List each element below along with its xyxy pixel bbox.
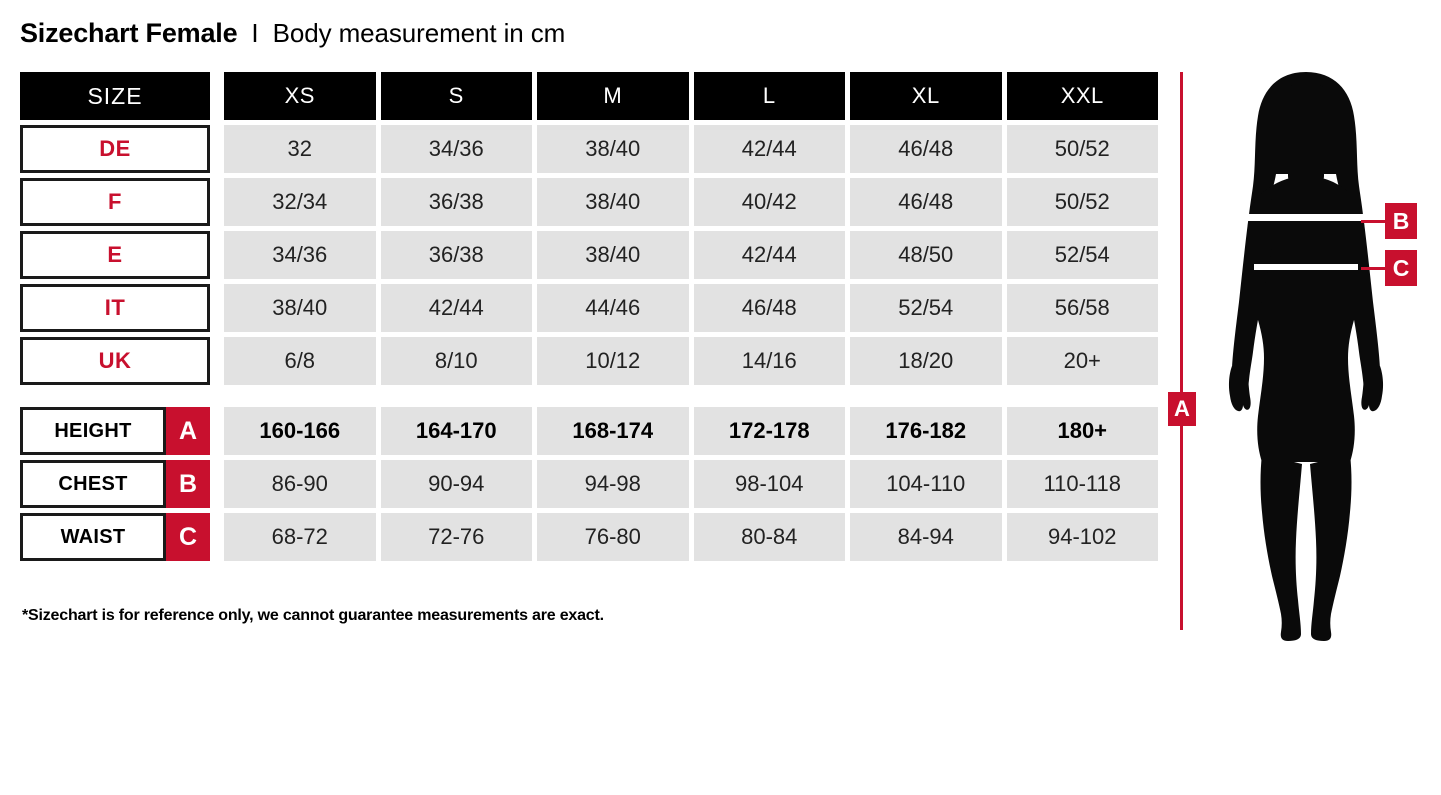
row-label-waist: WAIST C (20, 513, 210, 561)
cell-chest-xl: 104-110 (850, 460, 1002, 508)
cell-waist-l: 80-84 (693, 513, 845, 561)
cell-f-s: 36/38 (380, 178, 532, 226)
table-row: UK 6/8 8/10 10/12 14/16 18/20 20+ (20, 337, 1158, 385)
cell-height-l: 172-178 (693, 407, 845, 455)
table-row: CHEST B 86-90 90-94 94-98 98-104 104-110… (20, 460, 1158, 508)
table-row: E 34/36 36/38 38/40 42/44 48/50 52/54 (20, 231, 1158, 279)
cell-e-l: 42/44 (693, 231, 845, 279)
measure-name-height: HEIGHT (20, 407, 166, 455)
row-label-e: E (20, 231, 210, 279)
table-header-row: SIZE XS S M L XL XXL (20, 72, 1158, 120)
row-label-de: DE (20, 125, 210, 173)
body-figure-panel: A (1160, 60, 1441, 660)
row-label-height: HEIGHT A (20, 407, 210, 455)
row-label-uk: UK (20, 337, 210, 385)
table-row: WAIST C 68-72 72-76 76-80 80-84 84-94 94… (20, 513, 1158, 561)
cell-it-xl: 52/54 (850, 284, 1002, 332)
cell-de-l: 42/44 (693, 125, 845, 173)
cell-chest-l: 98-104 (693, 460, 845, 508)
header-size-xxl: XXL (1006, 72, 1158, 120)
cell-it-m: 44/46 (537, 284, 689, 332)
cell-f-l: 40/42 (693, 178, 845, 226)
waist-callout: C (1361, 250, 1417, 286)
cell-uk-s: 8/10 (380, 337, 532, 385)
cell-de-xs: 32 (224, 125, 376, 173)
cell-e-s: 36/38 (380, 231, 532, 279)
cell-f-xxl: 50/52 (1006, 178, 1158, 226)
page-title: Sizechart Female I Body measurement in c… (20, 18, 565, 49)
cell-uk-xs: 6/8 (224, 337, 376, 385)
header-size-s: S (380, 72, 532, 120)
cell-waist-m: 76-80 (537, 513, 689, 561)
chest-marker-badge: B (1385, 203, 1417, 239)
table-row: DE 32 34/36 38/40 42/44 46/48 50/52 (20, 125, 1158, 173)
cell-uk-xl: 18/20 (850, 337, 1002, 385)
cell-e-xl: 48/50 (850, 231, 1002, 279)
cell-height-xs: 160-166 (224, 407, 376, 455)
cell-height-xxl: 180+ (1006, 407, 1158, 455)
header-label-size: SIZE (20, 72, 210, 120)
disclaimer-text: *Sizechart is for reference only, we can… (22, 607, 604, 624)
header-size-l: L (693, 72, 845, 120)
measure-name-chest: CHEST (20, 460, 166, 508)
table-row: IT 38/40 42/44 44/46 46/48 52/54 56/58 (20, 284, 1158, 332)
row-label-it: IT (20, 284, 210, 332)
measure-badge-c: C (166, 513, 210, 561)
header-size-xl: XL (850, 72, 1002, 120)
cell-it-s: 42/44 (380, 284, 532, 332)
cell-uk-xxl: 20+ (1006, 337, 1158, 385)
table-row: HEIGHT A 160-166 164-170 168-174 172-178… (20, 407, 1158, 455)
cell-de-m: 38/40 (537, 125, 689, 173)
measure-name-waist: WAIST (20, 513, 166, 561)
table-row: F 32/34 36/38 38/40 40/42 46/48 50/52 (20, 178, 1158, 226)
waist-leader-line (1361, 266, 1385, 270)
cell-f-xs: 32/34 (224, 178, 376, 226)
cell-f-m: 38/40 (537, 178, 689, 226)
row-label-f: F (20, 178, 210, 226)
cell-it-xxl: 56/58 (1006, 284, 1158, 332)
page-title-main: Sizechart Female (20, 18, 238, 48)
cell-de-xl: 46/48 (850, 125, 1002, 173)
cell-e-m: 38/40 (537, 231, 689, 279)
height-marker-badge: A (1168, 392, 1196, 426)
cell-uk-l: 14/16 (693, 337, 845, 385)
header-size-xs: XS (224, 72, 376, 120)
cell-waist-xl: 84-94 (850, 513, 1002, 561)
cell-it-l: 46/48 (693, 284, 845, 332)
female-body-silhouette (1228, 72, 1384, 641)
chest-callout: B (1361, 203, 1417, 239)
cell-e-xxl: 52/54 (1006, 231, 1158, 279)
cell-height-s: 164-170 (380, 407, 532, 455)
page-title-subtitle: Body measurement in cm (272, 18, 566, 48)
page-title-separator: I (251, 18, 259, 48)
height-measure-line (1180, 72, 1183, 630)
header-size-m: M (537, 72, 689, 120)
cell-height-m: 168-174 (537, 407, 689, 455)
cell-f-xl: 46/48 (850, 178, 1002, 226)
cell-de-xxl: 50/52 (1006, 125, 1158, 173)
waist-marker-badge: C (1385, 250, 1417, 286)
chest-leader-line (1361, 219, 1385, 223)
cell-de-s: 34/36 (380, 125, 532, 173)
cell-e-xs: 34/36 (224, 231, 376, 279)
size-table: SIZE XS S M L XL XXL DE 32 34/36 38/40 4… (20, 72, 1158, 566)
cell-chest-xxl: 110-118 (1006, 460, 1158, 508)
cell-waist-xxl: 94-102 (1006, 513, 1158, 561)
cell-waist-xs: 68-72 (224, 513, 376, 561)
cell-chest-xs: 86-90 (224, 460, 376, 508)
cell-chest-s: 90-94 (380, 460, 532, 508)
measure-badge-a: A (166, 407, 210, 455)
measure-badge-b: B (166, 460, 210, 508)
cell-waist-s: 72-76 (380, 513, 532, 561)
cell-height-xl: 176-182 (850, 407, 1002, 455)
cell-chest-m: 94-98 (537, 460, 689, 508)
cell-uk-m: 10/12 (537, 337, 689, 385)
row-label-chest: CHEST B (20, 460, 210, 508)
cell-it-xs: 38/40 (224, 284, 376, 332)
